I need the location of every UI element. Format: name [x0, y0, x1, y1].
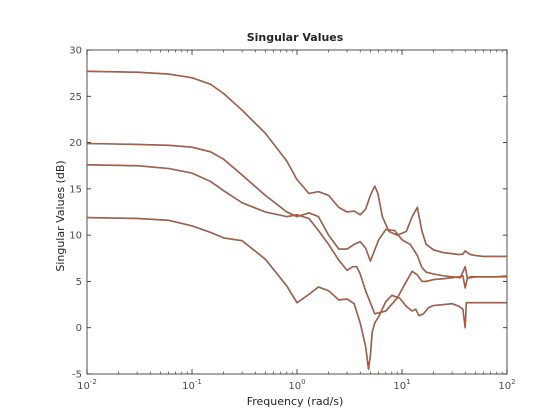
- axes-frame: [86, 49, 508, 375]
- x-tick-exponent: 2: [511, 378, 515, 386]
- x-axis-label: Frequency (rad/s): [247, 395, 344, 408]
- y-tick-label: 15: [69, 184, 82, 195]
- series-layer: [86, 70, 508, 371]
- x-tick-exponent: 0: [301, 378, 305, 386]
- x-tick-base: 10: [498, 381, 511, 392]
- y-tick-label: 30: [69, 46, 82, 57]
- x-tick-base: 10: [77, 381, 90, 392]
- series-line-2: [86, 142, 508, 280]
- x-tick-label: 10-1: [182, 378, 202, 392]
- x-tick-label: 100: [288, 378, 305, 392]
- y-tick-label: 0: [76, 323, 82, 334]
- x-tick-exponent: -2: [90, 378, 97, 386]
- series-line-3: [86, 164, 507, 315]
- x-tick-base: 10: [182, 381, 195, 392]
- y-tick-label: 25: [69, 92, 82, 103]
- x-tick-exponent: -1: [195, 378, 202, 386]
- x-tick-base: 10: [288, 381, 301, 392]
- chart-title: Singular Values: [247, 31, 344, 44]
- x-tick-label: 101: [393, 378, 410, 392]
- x-tick-label: 102: [498, 378, 515, 392]
- series-line-4: [86, 217, 507, 370]
- x-tick-base: 10: [393, 381, 406, 392]
- plot-area: [86, 49, 508, 375]
- y-tick-label: 5: [76, 277, 82, 288]
- y-tick-label: -5: [72, 370, 82, 381]
- x-tick-exponent: 1: [406, 378, 410, 386]
- series-line-1: [86, 70, 507, 257]
- y-tick-label: 20: [69, 138, 82, 149]
- x-tick-label: 10-2: [77, 378, 97, 392]
- y-tick-label: 10: [69, 231, 82, 242]
- y-axis-label: Singular Values (dB): [54, 160, 67, 271]
